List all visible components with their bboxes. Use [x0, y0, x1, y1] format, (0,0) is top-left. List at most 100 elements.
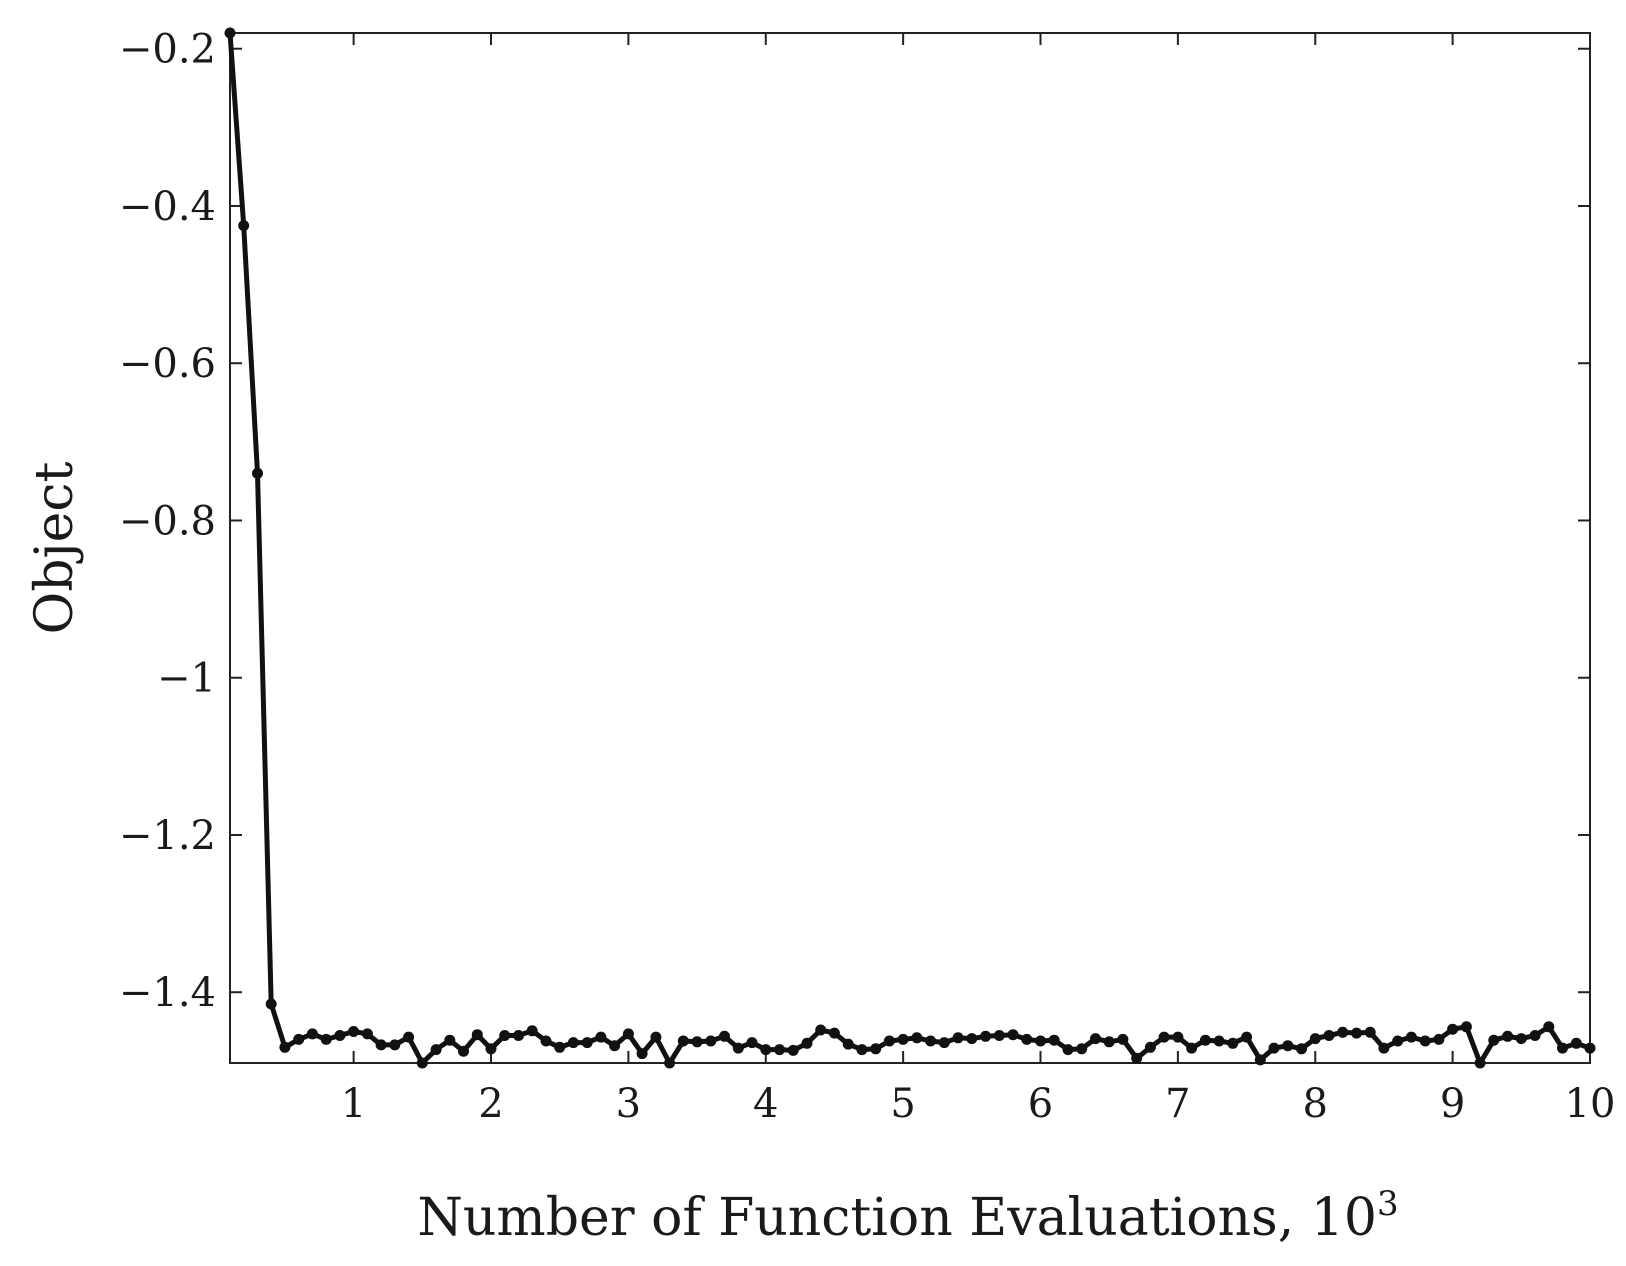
data-point [1309, 1033, 1321, 1045]
data-point [870, 1043, 882, 1055]
data-point [993, 1030, 1005, 1041]
data-point [306, 1028, 318, 1040]
x-tick-label: 7 [1165, 1081, 1190, 1127]
data-point [252, 467, 263, 479]
data-point [471, 1029, 483, 1041]
data-point [361, 1028, 373, 1040]
data-point [801, 1037, 813, 1049]
data-point [760, 1044, 772, 1056]
data-point [1419, 1035, 1431, 1047]
x-tick-label: 5 [890, 1081, 915, 1127]
data-point [526, 1025, 538, 1037]
data-point [416, 1057, 428, 1069]
data-point [389, 1039, 401, 1051]
x-tick-label: 8 [1303, 1081, 1328, 1127]
data-point [1213, 1035, 1225, 1047]
data-point [1090, 1033, 1101, 1045]
data-point [815, 1024, 827, 1036]
y-tick-label: −1.4 [119, 970, 216, 1016]
data-point [636, 1048, 648, 1060]
data-point [1048, 1034, 1060, 1046]
series-line [227, 32, 1591, 1066]
data-point [746, 1037, 758, 1049]
data-point [828, 1027, 840, 1039]
data-point [1144, 1041, 1156, 1053]
data-point [403, 1031, 415, 1043]
data-point [911, 1032, 923, 1044]
data-point [1447, 1023, 1459, 1035]
data-point [1172, 1031, 1184, 1043]
data-point [1460, 1021, 1472, 1033]
data-point [883, 1035, 895, 1047]
axis-ticks [230, 33, 1591, 1063]
data-point [1241, 1031, 1253, 1043]
y-tick-label: −0.2 [119, 27, 216, 73]
data-point [293, 1033, 305, 1045]
data-point [1392, 1035, 1404, 1047]
data-point [348, 1026, 360, 1037]
data-point [966, 1033, 978, 1045]
data-point [540, 1035, 552, 1047]
data-point [1199, 1034, 1211, 1046]
data-point [1254, 1054, 1266, 1066]
plot-frame [229, 32, 1591, 1064]
data-point [554, 1041, 566, 1053]
data-point [1282, 1040, 1294, 1052]
data-point [224, 27, 236, 39]
x-tick-label: 10 [1565, 1081, 1616, 1127]
data-point [334, 1030, 346, 1041]
data-point [952, 1032, 964, 1044]
data-point [897, 1033, 909, 1045]
data-point [774, 1044, 785, 1056]
data-point [664, 1057, 676, 1069]
data-point [732, 1042, 744, 1054]
x-tick-label: 6 [1028, 1081, 1053, 1127]
data-point [375, 1039, 387, 1051]
data-point [1021, 1033, 1033, 1045]
tick-labels: 1 2 3 4 5 6 7 8 9 10 −0.2 −0.4 −0.6 −0.8 −1 −1.2 −1.4 [119, 27, 1616, 1127]
y-tick-label: −1.2 [119, 813, 216, 859]
data-point [1351, 1027, 1362, 1039]
data-point [856, 1044, 868, 1056]
x-axis-title: Number of Function Evaluations, 103 [417, 1184, 1398, 1248]
data-point [513, 1030, 524, 1041]
data-point [705, 1035, 717, 1047]
data-point [938, 1037, 950, 1049]
data-point [1570, 1037, 1582, 1049]
data-point [1337, 1026, 1349, 1038]
data-point [1405, 1031, 1417, 1043]
data-point [320, 1033, 332, 1045]
data-points [224, 27, 1596, 1069]
data-point [595, 1031, 607, 1043]
data-point [1378, 1042, 1390, 1054]
data-point [719, 1030, 730, 1042]
x-axis-title-text: Number of Function Evaluations, 10 [417, 1188, 1377, 1248]
data-point [1543, 1021, 1555, 1033]
data-point [1062, 1044, 1074, 1056]
data-point [581, 1037, 593, 1049]
data-point [1268, 1042, 1280, 1054]
data-point [458, 1045, 469, 1057]
data-point [1557, 1042, 1568, 1054]
data-point [1515, 1033, 1527, 1045]
data-point [1364, 1026, 1376, 1038]
data-point [1584, 1042, 1596, 1054]
data-point [1296, 1043, 1307, 1055]
data-point [609, 1040, 621, 1052]
data-point [787, 1044, 799, 1056]
data-point [1076, 1043, 1088, 1055]
y-axis-title: Object [25, 461, 85, 634]
data-point [980, 1030, 992, 1042]
data-point [430, 1044, 442, 1056]
data-point [1158, 1031, 1170, 1043]
data-point [1433, 1033, 1445, 1045]
data-point [691, 1036, 703, 1048]
data-point [1035, 1035, 1046, 1047]
data-point [444, 1034, 456, 1046]
data-point [279, 1041, 291, 1053]
data-point [925, 1035, 937, 1047]
data-point [1529, 1030, 1541, 1041]
y-tick-label: −0.6 [119, 341, 216, 387]
data-point [1227, 1037, 1239, 1049]
x-tick-label: 4 [753, 1081, 778, 1127]
